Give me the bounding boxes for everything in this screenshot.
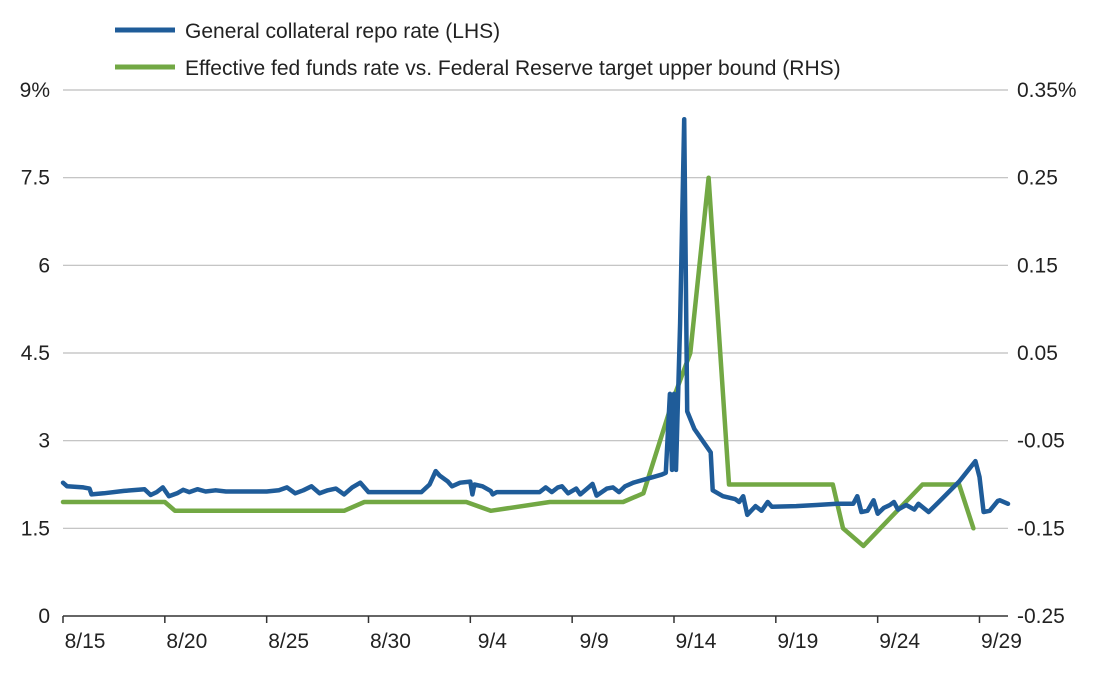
series-lines (60, 116, 1011, 549)
x-tick-label: 8/30 (370, 630, 411, 653)
y-right-tick-label: -0.15 (1017, 517, 1065, 540)
y-left-tick-label: 3 (38, 430, 50, 453)
x-tick-label: 9/24 (879, 630, 920, 653)
x-tick-label: 9/9 (580, 630, 609, 653)
x-tick-label: 9/4 (478, 630, 508, 653)
y-right-tick-label: 0.15 (1017, 254, 1058, 277)
series-line-gc-repo (60, 116, 1011, 518)
axes: 0 1.5 3 4.5 6 7.5 9% -0.25 -0.15 -0.05 0.05 0.15 0.2… (20, 79, 1077, 653)
x-tick-label: 9/14 (676, 630, 717, 653)
y-left-tick-label: 1.5 (21, 517, 50, 540)
legend-label: Effective fed funds rate vs. Federal Res… (185, 57, 841, 80)
x-tick-label: 9/19 (777, 630, 818, 653)
y-right-tick-label: 0.25 (1017, 167, 1058, 190)
y-right-tick-label: -0.05 (1017, 430, 1065, 453)
x-tick-label: 8/20 (166, 630, 207, 653)
y-left-tick-label: 9% (20, 79, 50, 102)
y-right-tick-label: 0.05 (1017, 342, 1058, 365)
legend-label: General collateral repo rate (LHS) (185, 20, 500, 43)
y-right-tick-label: 0.35% (1017, 79, 1077, 102)
x-tick-label: 8/15 (65, 630, 106, 653)
series-line-effr (60, 175, 976, 549)
y-left-tick-label: 4.5 (21, 342, 50, 365)
gridlines (63, 89, 1008, 529)
y-left-tick-label: 6 (38, 254, 50, 277)
y-left-tick-label: 7.5 (21, 167, 50, 190)
y-right-tick-label: -0.25 (1017, 605, 1065, 628)
legend: General collateral repo rate (LHS) Effect… (115, 20, 841, 80)
x-tick-label: 9/29 (981, 630, 1022, 653)
x-tick-label: 8/25 (268, 630, 309, 653)
y-left-tick-label: 0 (38, 605, 50, 628)
